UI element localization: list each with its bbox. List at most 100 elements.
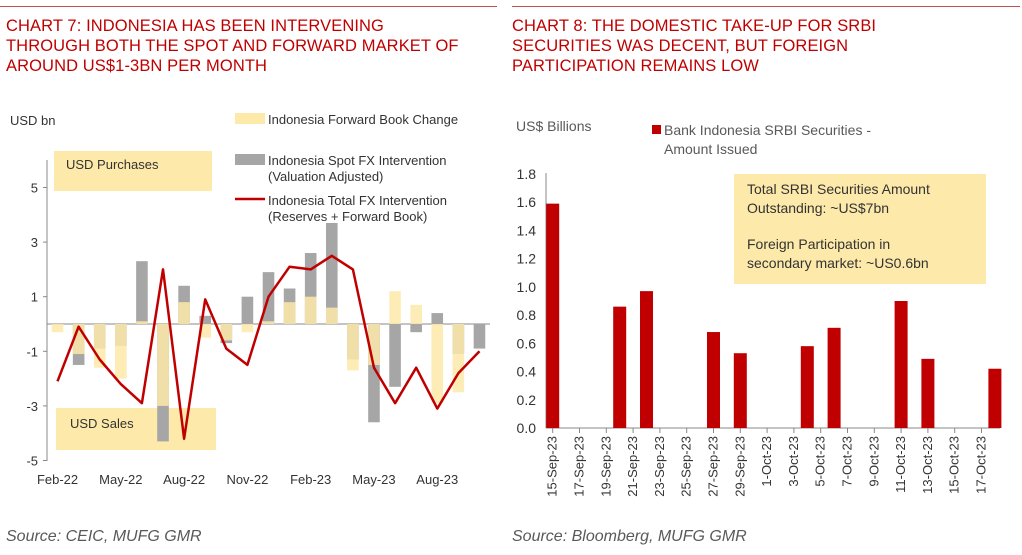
srbi-info-line2: Outstanding: ~US$7bn bbox=[747, 200, 889, 216]
chart8-x-tick-label: 13-Oct-23 bbox=[920, 436, 935, 494]
forward-book-bar bbox=[199, 324, 212, 338]
legend-spot-label: Indonesia Spot FX Intervention bbox=[268, 153, 447, 168]
srbi-bar bbox=[800, 346, 814, 428]
spot-fx-bar bbox=[136, 261, 148, 324]
forward-book-bar bbox=[452, 324, 465, 393]
spot-fx-bar bbox=[199, 315, 212, 324]
chart8-x-tick-label: 11-Oct-23 bbox=[893, 436, 908, 493]
forward-book-bar bbox=[283, 302, 296, 324]
srbi-bar bbox=[733, 353, 747, 428]
forward-book-bar bbox=[304, 296, 317, 324]
chart7-y-tick-label: -1 bbox=[26, 344, 38, 359]
spot-fx-bar bbox=[325, 222, 338, 324]
forward-book-bar bbox=[220, 324, 233, 341]
chart8-y-tick-label: 0.0 bbox=[517, 420, 537, 436]
chart8-x-tick-label: 21-Sep-23 bbox=[625, 436, 640, 497]
right-source: Source: Bloomberg, MUFG GMR bbox=[512, 528, 747, 545]
chart8-y-tick-label: 1.2 bbox=[517, 251, 537, 267]
legend-srbi-label: Bank Indonesia SRBI Securities - bbox=[664, 122, 871, 138]
left-source: Source: CEIC, MUFG GMR bbox=[6, 528, 202, 545]
forward-book-bar bbox=[431, 324, 444, 404]
forward-book-bar bbox=[72, 324, 85, 355]
srbi-bar bbox=[640, 291, 653, 428]
chart8-x-tick-label: 7-Oct-23 bbox=[840, 436, 855, 487]
chart7-svg: USD Purchases USD Sales USD bn 5 3 1 -1 -3 -5… bbox=[10, 112, 490, 487]
chart8-x-tick-label: 1-Oct-23 bbox=[759, 436, 774, 487]
usd-sales-label: USD Sales bbox=[70, 416, 134, 431]
usd-sales-box bbox=[56, 408, 216, 450]
right-top-rule bbox=[512, 6, 1020, 7]
forward-book-bar bbox=[368, 324, 380, 365]
srbi-info-box bbox=[734, 174, 986, 284]
chart7-x-tick-label: May-23 bbox=[352, 472, 395, 487]
chart7-y-tick-label: -3 bbox=[26, 399, 38, 414]
chart8-y-tick-label: 1.8 bbox=[517, 166, 537, 182]
legend-spot-label-line2: (Valuation Adjusted) bbox=[268, 169, 383, 184]
srbi-bar bbox=[988, 368, 1002, 428]
left-chart-title: CHART 7: INDONESIA HAS BEEN INTERVENING … bbox=[6, 17, 459, 75]
srbi-info-line1: Total SRBI Securities Amount bbox=[747, 181, 930, 197]
chart8-x-tick-label: 29-Sep-23 bbox=[732, 436, 747, 497]
legend-total-label: Indonesia Total FX Intervention bbox=[268, 193, 447, 208]
chart8-x-tick-label: 9-Oct-23 bbox=[866, 436, 881, 487]
legend-spot-swatch bbox=[235, 154, 265, 165]
srbi-bar bbox=[894, 301, 908, 428]
chart8-x-tick-label: 25-Sep-23 bbox=[679, 436, 694, 497]
chart8-y-tick-label: 0.4 bbox=[517, 364, 537, 380]
chart8-x-tick-label: 23-Sep-23 bbox=[652, 436, 667, 497]
spot-fx-bar bbox=[410, 324, 422, 333]
total-fx-intervention-line bbox=[56, 254, 481, 440]
chart8-x-tick-label: 17-Sep-23 bbox=[572, 436, 587, 497]
spot-fx-bar bbox=[431, 313, 444, 324]
spot-fx-bar bbox=[304, 253, 317, 324]
chart7-x-tick-label: May-22 bbox=[99, 472, 142, 487]
spot-fx-bar bbox=[241, 296, 254, 324]
chart7-x-tick-label: Aug-22 bbox=[163, 472, 205, 487]
chart8-x-tick-label: 15-Sep-23 bbox=[545, 436, 560, 497]
legend-forward-swatch bbox=[235, 113, 265, 124]
srbi-bar bbox=[546, 203, 560, 428]
chart7-y-tick-label: 3 bbox=[31, 235, 38, 250]
chart8-x-tick-label: 15-Oct-23 bbox=[947, 436, 962, 494]
forward-book-bar bbox=[51, 324, 64, 333]
srbi-bar bbox=[827, 327, 841, 428]
forward-book-bar bbox=[262, 321, 275, 324]
forward-book-bar bbox=[178, 302, 190, 324]
chart8-x-tick-label: 17-Oct-23 bbox=[974, 436, 989, 494]
chart8-y-tick-label: 0.2 bbox=[517, 392, 537, 408]
forward-book-bar bbox=[136, 321, 148, 324]
forward-book-bar bbox=[325, 307, 338, 324]
chart7-x-tick-label: Aug-23 bbox=[416, 472, 458, 487]
left-top-rule bbox=[0, 6, 497, 7]
chart8-x-tick-label: 19-Sep-23 bbox=[598, 436, 613, 497]
srbi-bar bbox=[921, 358, 935, 428]
right-chart-title: CHART 8: THE DOMESTIC TAKE-UP FOR SRBI S… bbox=[512, 17, 877, 75]
forward-book-bar bbox=[347, 324, 359, 371]
forward-book-bar bbox=[115, 324, 127, 379]
spot-fx-bar bbox=[389, 324, 401, 387]
chart7-y-tick-label: -5 bbox=[26, 454, 38, 469]
chart8-svg: US$ Billions Bank Indonesia SRBI Securit… bbox=[516, 118, 1002, 497]
chart8-y-tick-label: 1.0 bbox=[517, 279, 537, 295]
chart7-x-tick-label: Nov-22 bbox=[226, 472, 268, 487]
srbi-bar bbox=[613, 306, 627, 428]
chart8-x-tick-label: 5-Oct-23 bbox=[813, 436, 828, 487]
forward-book-bar bbox=[241, 324, 254, 333]
chart8-y-title: US$ Billions bbox=[516, 118, 591, 134]
srbi-bar bbox=[707, 332, 720, 428]
srbi-info-line4: secondary market: ~US0.6bn bbox=[747, 255, 929, 271]
legend-srbi-swatch bbox=[652, 125, 661, 134]
legend-total-label-line2: (Reserves + Forward Book) bbox=[268, 209, 427, 224]
usd-purchases-label: USD Purchases bbox=[66, 157, 159, 172]
spot-fx-bar bbox=[473, 324, 486, 349]
spot-fx-bar bbox=[368, 324, 380, 423]
chart8-y-tick-label: 0.8 bbox=[517, 307, 537, 323]
legend-srbi-label-line2: Amount Issued bbox=[664, 141, 757, 157]
forward-book-bar bbox=[410, 304, 422, 324]
chart7-x-tick-label: Feb-22 bbox=[37, 472, 78, 487]
chart8-y-tick-label: 0.6 bbox=[517, 335, 537, 351]
chart7-y-tick-label: 1 bbox=[31, 290, 38, 305]
forward-book-bar bbox=[389, 291, 401, 324]
chart8-y-tick-label: 1.4 bbox=[517, 222, 537, 238]
chart8-x-tick-label: 3-Oct-23 bbox=[786, 436, 801, 487]
